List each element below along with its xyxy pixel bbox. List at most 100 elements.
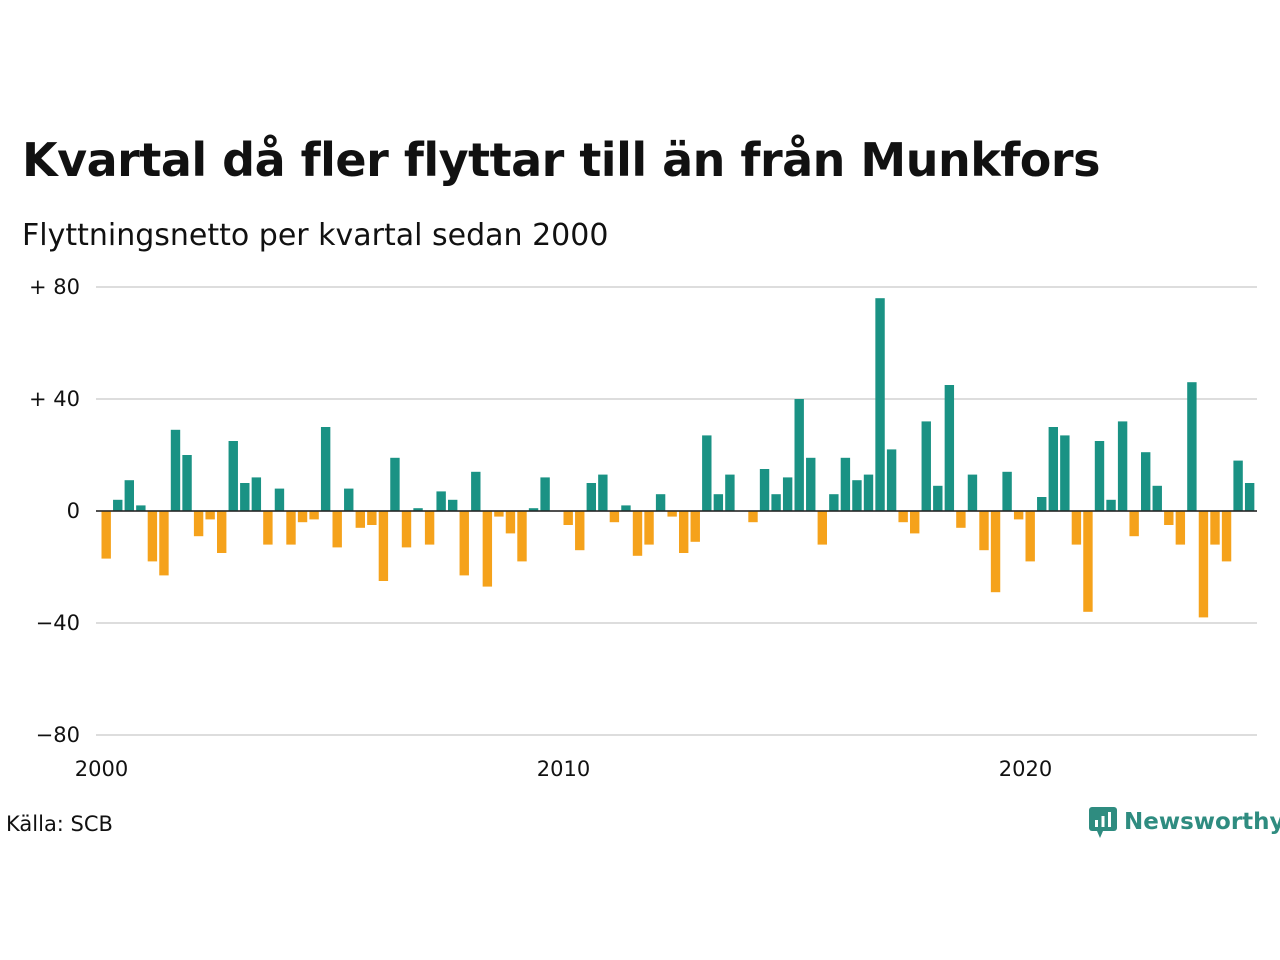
bar bbox=[159, 511, 169, 576]
bar bbox=[228, 441, 238, 511]
bar bbox=[147, 511, 158, 562]
bar bbox=[782, 477, 793, 511]
bar bbox=[1037, 497, 1047, 511]
bar bbox=[286, 511, 296, 545]
bar bbox=[1002, 471, 1012, 511]
bar bbox=[829, 494, 839, 511]
bar bbox=[655, 494, 666, 511]
bar bbox=[390, 457, 400, 511]
bar bbox=[401, 511, 412, 548]
bars bbox=[101, 298, 1255, 618]
bar bbox=[690, 511, 700, 542]
brand-name: Newsworthy bbox=[1124, 809, 1280, 835]
bar bbox=[505, 511, 516, 534]
bar bbox=[1083, 511, 1093, 612]
bar bbox=[528, 508, 539, 511]
bar bbox=[482, 511, 493, 587]
bar bbox=[113, 499, 123, 511]
bar bbox=[517, 511, 527, 562]
bar bbox=[933, 485, 943, 511]
bar bbox=[598, 474, 608, 511]
bar bbox=[979, 511, 989, 551]
x-tick-label: 2010 bbox=[537, 757, 590, 781]
bar bbox=[852, 480, 862, 511]
bar bbox=[748, 511, 758, 523]
x-tick-label: 2020 bbox=[999, 757, 1052, 781]
bar bbox=[1244, 483, 1255, 511]
bar bbox=[771, 494, 781, 511]
bar bbox=[367, 511, 377, 525]
bar bbox=[182, 455, 192, 511]
bar bbox=[898, 511, 908, 523]
bar bbox=[1175, 511, 1186, 545]
bar bbox=[332, 511, 342, 548]
bar bbox=[609, 511, 620, 523]
bar bbox=[205, 511, 215, 520]
bar bbox=[1141, 452, 1151, 511]
y-tick-label: + 80 bbox=[29, 275, 80, 299]
x-tick-label: 2000 bbox=[75, 757, 128, 781]
bar bbox=[101, 511, 111, 559]
bar bbox=[263, 511, 273, 545]
bar bbox=[990, 511, 1001, 593]
bar bbox=[297, 511, 308, 523]
bar bbox=[136, 505, 146, 511]
bar bbox=[170, 429, 181, 511]
bar bbox=[355, 511, 365, 528]
y-tick-label: −40 bbox=[36, 611, 80, 635]
bar bbox=[1129, 511, 1139, 537]
bar bbox=[471, 471, 481, 511]
bar bbox=[448, 499, 458, 511]
bar bbox=[1094, 441, 1105, 511]
bar bbox=[436, 491, 446, 511]
bar bbox=[1071, 511, 1082, 545]
axes: + 80 + 40 0 −40 −80 2000 2010 2020 bbox=[29, 275, 1257, 781]
bar bbox=[1025, 511, 1035, 562]
bar bbox=[886, 449, 897, 511]
bar bbox=[459, 511, 469, 576]
bar bbox=[817, 511, 827, 545]
bar bbox=[344, 488, 354, 511]
chart-title: Kvartal då fler flyttar till än från Mun… bbox=[22, 133, 1100, 187]
bar bbox=[702, 435, 712, 511]
y-tick-label: 0 bbox=[67, 499, 80, 523]
bar bbox=[921, 421, 931, 511]
bar bbox=[967, 474, 978, 511]
bar bbox=[413, 508, 423, 511]
bar bbox=[309, 511, 319, 520]
bar bbox=[863, 474, 874, 511]
bar bbox=[1198, 511, 1209, 618]
bar bbox=[794, 399, 804, 511]
bar bbox=[1210, 511, 1220, 545]
bar bbox=[124, 480, 134, 511]
source-note: Källa: SCB bbox=[6, 812, 113, 836]
bar bbox=[840, 457, 851, 511]
y-tick-label: + 40 bbox=[29, 387, 80, 411]
bar bbox=[875, 298, 885, 511]
brand-logo: Newsworthy bbox=[1088, 804, 1280, 840]
bar bbox=[759, 469, 770, 511]
bar bbox=[679, 511, 689, 553]
bar bbox=[1048, 427, 1058, 511]
bar bbox=[1221, 511, 1232, 562]
bar bbox=[193, 511, 204, 537]
bar bbox=[644, 511, 654, 545]
bar bbox=[1106, 499, 1116, 511]
bar bbox=[274, 488, 285, 511]
bar bbox=[494, 511, 504, 517]
bar bbox=[806, 457, 816, 511]
bar bbox=[1152, 485, 1162, 511]
bar bbox=[1164, 511, 1174, 525]
y-tick-label: −80 bbox=[36, 723, 80, 747]
bar bbox=[632, 511, 643, 556]
bar bbox=[1060, 435, 1070, 511]
bar bbox=[217, 511, 227, 553]
bar bbox=[251, 477, 262, 511]
bar bbox=[575, 511, 585, 551]
bar bbox=[910, 511, 920, 534]
bar-chart: + 80 + 40 0 −40 −80 2000 2010 2020 bbox=[29, 275, 1257, 781]
bar bbox=[378, 511, 389, 581]
bar bbox=[320, 427, 331, 511]
bar bbox=[240, 483, 250, 511]
newsworthy-logo-icon bbox=[1089, 807, 1117, 838]
